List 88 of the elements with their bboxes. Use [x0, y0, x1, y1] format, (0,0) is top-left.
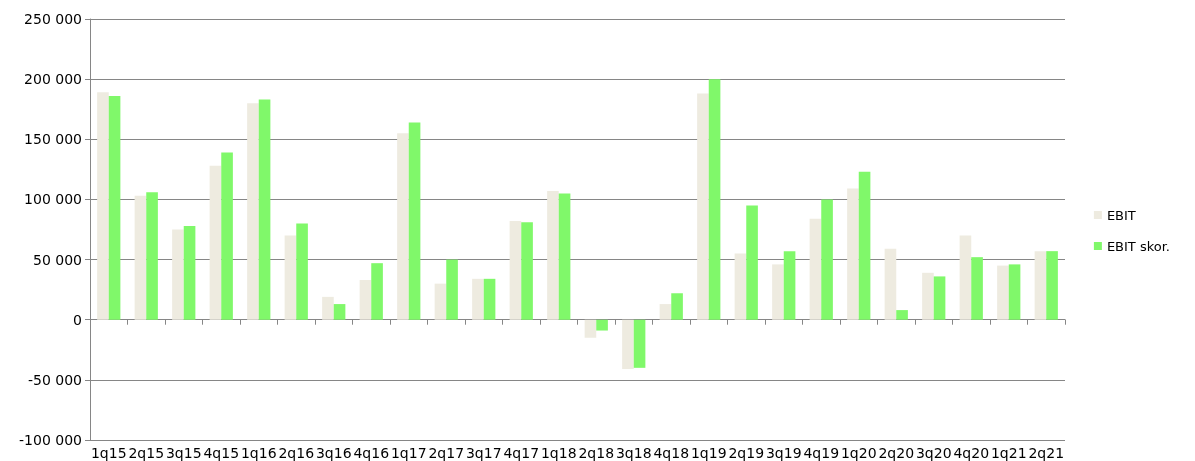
x-tick-label: 1q21 — [990, 445, 1027, 461]
bar — [858, 171, 871, 320]
bar — [247, 103, 259, 320]
bar — [221, 152, 233, 320]
legend-label: EBIT — [1106, 207, 1136, 223]
y-tick-label: 250 000 — [24, 11, 82, 27]
y-tick-label: 0 — [73, 311, 82, 328]
x-tick-label: 3q19 — [765, 445, 802, 461]
y-tick-label: 100 000 — [24, 191, 82, 208]
bar — [558, 193, 571, 320]
x-tick-label: 3q17 — [465, 445, 502, 461]
bar — [596, 319, 608, 331]
bar — [296, 223, 308, 320]
bar — [633, 319, 646, 368]
legend-label: EBIT skor. — [1106, 238, 1171, 254]
x-tick-label: 4q18 — [653, 445, 690, 461]
x-tick-label: 1q15 — [90, 445, 127, 461]
bar — [971, 257, 983, 320]
x-tick-label: 2q17 — [428, 445, 465, 461]
bar — [97, 92, 109, 320]
x-tick-label: 4q17 — [503, 445, 540, 461]
bar — [922, 272, 934, 320]
bar — [472, 278, 484, 320]
y-tick-label: 150 000 — [24, 131, 82, 148]
x-tick-label: 1q19 — [690, 445, 727, 461]
bar — [322, 296, 334, 320]
bar — [884, 248, 897, 320]
bar — [521, 222, 533, 320]
bar — [134, 195, 147, 320]
bar — [359, 280, 372, 320]
bar — [896, 310, 908, 320]
bar — [446, 259, 458, 320]
bar — [371, 263, 383, 320]
x-tick-label: 2q18 — [578, 445, 615, 461]
x-tick-label: 4q16 — [353, 445, 390, 461]
bar — [772, 264, 784, 320]
bar — [821, 199, 833, 320]
y-tick-label: 200 000 — [24, 71, 82, 88]
bar — [1008, 264, 1021, 320]
x-tick-label: 4q15 — [203, 445, 240, 461]
x-tick-label: 2q21 — [1028, 445, 1065, 461]
bar — [284, 235, 297, 320]
bar — [783, 251, 796, 320]
x-tick-label: 1q17 — [390, 445, 427, 461]
bar — [959, 235, 972, 320]
x-tick-label: 3q15 — [165, 445, 202, 461]
bar — [408, 122, 421, 320]
bar — [847, 188, 859, 320]
x-tick-label: 3q16 — [315, 445, 352, 461]
bar — [397, 133, 409, 320]
bar — [708, 79, 721, 320]
bar — [333, 304, 346, 320]
bar — [734, 253, 747, 320]
bar — [547, 191, 559, 320]
bar — [1034, 251, 1047, 320]
y-tick-label: -50 000 — [27, 371, 82, 388]
bar — [146, 192, 158, 320]
bar — [997, 265, 1009, 320]
x-tick-label: 4q19 — [803, 445, 840, 461]
bar — [183, 225, 196, 320]
bar — [434, 283, 447, 320]
bar — [509, 221, 522, 320]
bar — [933, 276, 946, 320]
bar — [809, 218, 822, 320]
bar — [659, 304, 672, 320]
bar — [671, 293, 683, 320]
bar — [1046, 251, 1058, 320]
bar — [258, 99, 271, 320]
x-tick-label: 2q20 — [878, 445, 915, 461]
x-tick-label: 1q20 — [840, 445, 877, 461]
x-tick-label: 3q20 — [915, 445, 952, 461]
bar — [108, 95, 121, 320]
x-tick-label: 4q20 — [953, 445, 990, 461]
bar — [622, 319, 634, 370]
x-tick-label: 1q18 — [540, 445, 577, 461]
bar — [584, 319, 597, 338]
bar — [209, 165, 222, 320]
y-tick-label: -100 000 — [19, 432, 82, 448]
x-tick-label: 2q15 — [128, 445, 165, 461]
x-tick-label: 1q16 — [240, 445, 277, 461]
bar — [746, 205, 758, 320]
bar — [697, 93, 709, 320]
bar — [483, 278, 496, 320]
y-tick-label: 50 000 — [33, 251, 82, 268]
bar — [172, 229, 184, 320]
x-tick-label: 2q19 — [728, 445, 765, 461]
x-tick-label: 2q16 — [278, 445, 315, 461]
x-tick-label: 3q18 — [615, 445, 652, 461]
